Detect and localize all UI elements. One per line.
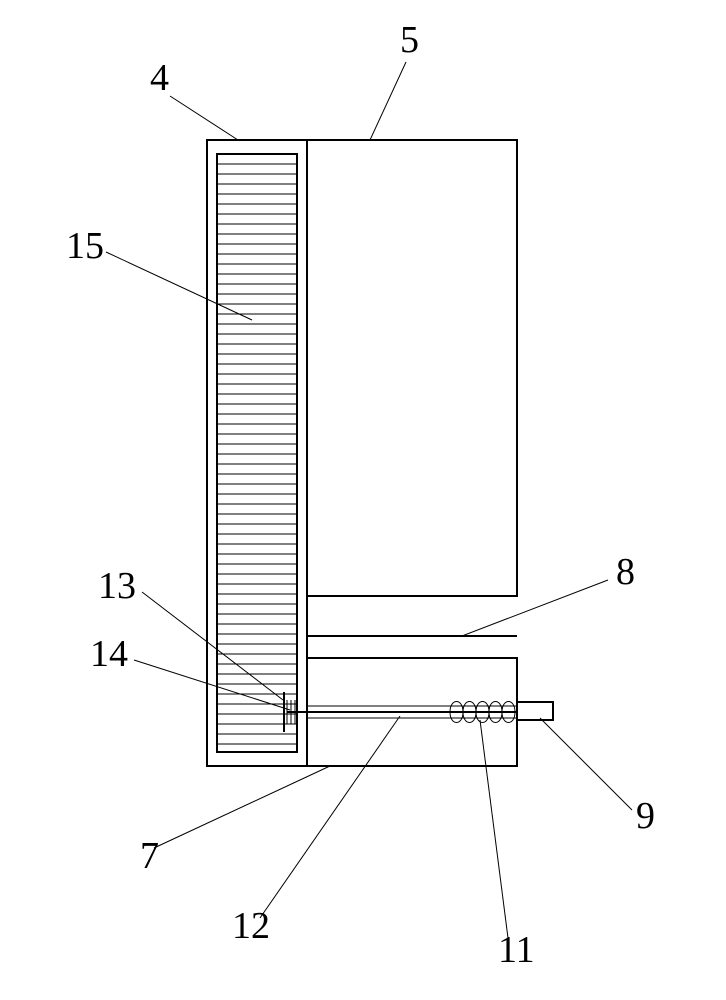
- leader-7: [154, 766, 330, 848]
- leader-11: [480, 720, 508, 938]
- part-15-hatched: [217, 154, 297, 752]
- label-9: 9: [636, 795, 655, 837]
- part-9-tab: [517, 702, 553, 720]
- leader-15: [106, 252, 252, 320]
- label-11: 11: [498, 929, 535, 971]
- label-7: 7: [140, 835, 159, 877]
- label-14: 14: [90, 633, 128, 675]
- labels: 4 5 7 8 9 11 12 13 14 15: [66, 19, 655, 971]
- leader-9: [540, 718, 632, 810]
- leader-12: [260, 716, 400, 918]
- leader-13: [142, 592, 283, 700]
- leader-5: [370, 62, 406, 140]
- leader-8: [462, 580, 608, 636]
- label-12: 12: [232, 905, 270, 947]
- label-13: 13: [98, 565, 136, 607]
- leader-4: [170, 96, 238, 140]
- label-4: 4: [150, 57, 169, 99]
- leader-14: [134, 660, 290, 710]
- part-5-block: [307, 140, 517, 596]
- label-5: 5: [400, 19, 419, 61]
- label-8: 8: [616, 551, 635, 593]
- label-15: 15: [66, 225, 104, 267]
- diagram-parts: [207, 140, 553, 766]
